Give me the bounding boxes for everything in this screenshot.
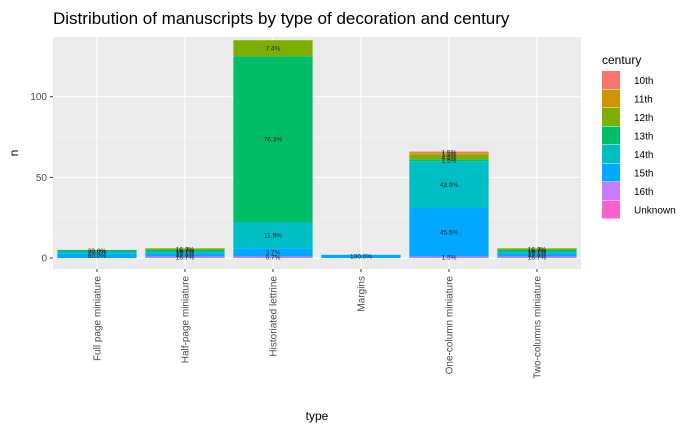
- bar-segment-label: 33.3%: [528, 252, 547, 259]
- bar-segment-label: 1.5%: [442, 255, 457, 262]
- bar-segment-label: 76.3%: [264, 137, 283, 144]
- bar-segment-label: 16.7%: [176, 246, 195, 253]
- legend-key: [602, 200, 620, 219]
- legend-title: century: [602, 53, 641, 67]
- legend-label: 14th: [634, 150, 653, 161]
- bar-segment: [233, 256, 313, 259]
- bar-segment: [409, 154, 489, 160]
- bar-segment: [145, 253, 225, 257]
- bar-segment-label: 60.0%: [88, 253, 107, 260]
- bar-segment-label: 7.4%: [266, 46, 281, 53]
- legend-key: [602, 145, 620, 163]
- x-tick-label: Margins: [357, 276, 368, 312]
- y-tick-label: 0: [41, 254, 47, 265]
- bar-segment: [145, 251, 225, 254]
- bar-segment: [497, 251, 577, 254]
- legend-label: Unknown: [634, 206, 676, 217]
- bar-segment-label: 20.0%: [88, 248, 107, 255]
- legend-key: [602, 89, 620, 108]
- legend-key: [602, 126, 620, 145]
- bar-segment: [145, 248, 225, 250]
- bar-segment-label: 16.7%: [528, 255, 547, 262]
- x-tick-label: One-column miniature: [445, 276, 456, 375]
- legend-label: 13th: [634, 132, 653, 143]
- bar-segment-label: 100.0%: [350, 254, 372, 261]
- bar-segment: [57, 251, 137, 254]
- legend-key: [602, 108, 620, 126]
- bar-segment-label: 1.5%: [442, 158, 457, 165]
- legend-key: [602, 163, 620, 182]
- bar-segment: [233, 40, 313, 57]
- bar-segment: [497, 248, 577, 250]
- bar-segment: [409, 208, 489, 257]
- segment-labels: 60.0%20.0%20.0%16.7%33.3%16.7%16.7%16.7%…: [88, 46, 547, 262]
- x-tick-label: Historiated lettrine: [269, 276, 280, 357]
- bar-segment: [145, 249, 225, 252]
- bar-segment: [233, 248, 313, 257]
- x-axis-title: type: [306, 409, 329, 423]
- bar-segment: [145, 256, 225, 259]
- bar-segment-label: 45.5%: [440, 230, 459, 237]
- bar-segment-label: 4.5%: [442, 154, 457, 161]
- bar-segment-label: 16.7%: [528, 250, 547, 257]
- bar-segment-label: 3.7%: [266, 250, 281, 257]
- chart-title: Distribution of manuscripts by type of d…: [53, 9, 510, 28]
- legend-label: 11th: [634, 95, 653, 106]
- bar-segment-label: 0.7%: [266, 255, 281, 262]
- bar-segment: [409, 153, 489, 155]
- bar-segment: [409, 159, 489, 162]
- bar-segment-label: 1.5%: [442, 150, 457, 157]
- bar-segment-label: 33.3%: [176, 252, 195, 259]
- legend-label: 16th: [634, 187, 653, 198]
- bar-segment: [497, 256, 577, 259]
- x-tick-label: Two-columns miniature: [533, 276, 544, 379]
- bar-segment: [497, 249, 577, 252]
- bars: [57, 40, 577, 259]
- x-tick-label: Full page miniature: [93, 276, 104, 361]
- bar-segment: [233, 56, 313, 223]
- bar-segment-label: 11.9%: [264, 233, 282, 240]
- legend: century 10th 11th 12th 13th 14th 15th 16th Unkn…: [602, 53, 676, 219]
- legend-label: 12th: [634, 113, 653, 124]
- bar-segment: [409, 256, 489, 259]
- plot-panel: [53, 37, 581, 269]
- y-axis-title: n: [7, 150, 21, 157]
- x-tick-label: Half-page miniature: [181, 276, 192, 364]
- bar-segment-label: 16.7%: [528, 248, 547, 255]
- bar-segment-label: 43.9%: [440, 182, 459, 189]
- bar-segment-label: 16.7%: [176, 255, 195, 262]
- bar-segment: [57, 253, 137, 259]
- bar-segment: [409, 161, 489, 209]
- bar-segment-label: 1.5%: [442, 151, 457, 158]
- legend-label: 10th: [634, 76, 653, 87]
- bar-segment-label: 16.7%: [176, 250, 195, 257]
- bar-segment-label: 20.0%: [88, 250, 107, 257]
- legend-key: [602, 71, 620, 89]
- legend-key: [602, 182, 620, 200]
- bar-segment-label: 16.7%: [176, 248, 195, 255]
- bar-segment: [233, 222, 313, 249]
- y-axis: 0 50 100: [30, 92, 53, 265]
- bar-segment-label: 16.7%: [528, 246, 547, 253]
- bar-segment: [497, 253, 577, 257]
- bar-segment: [409, 151, 489, 154]
- y-tick-label: 100: [30, 92, 47, 103]
- x-axis: Full page miniature Half-page miniature Hi…: [93, 269, 544, 379]
- bar-segment: [57, 249, 137, 252]
- bar-segment: [321, 254, 401, 259]
- legend-label: 15th: [634, 169, 653, 180]
- y-tick-label: 50: [36, 173, 48, 184]
